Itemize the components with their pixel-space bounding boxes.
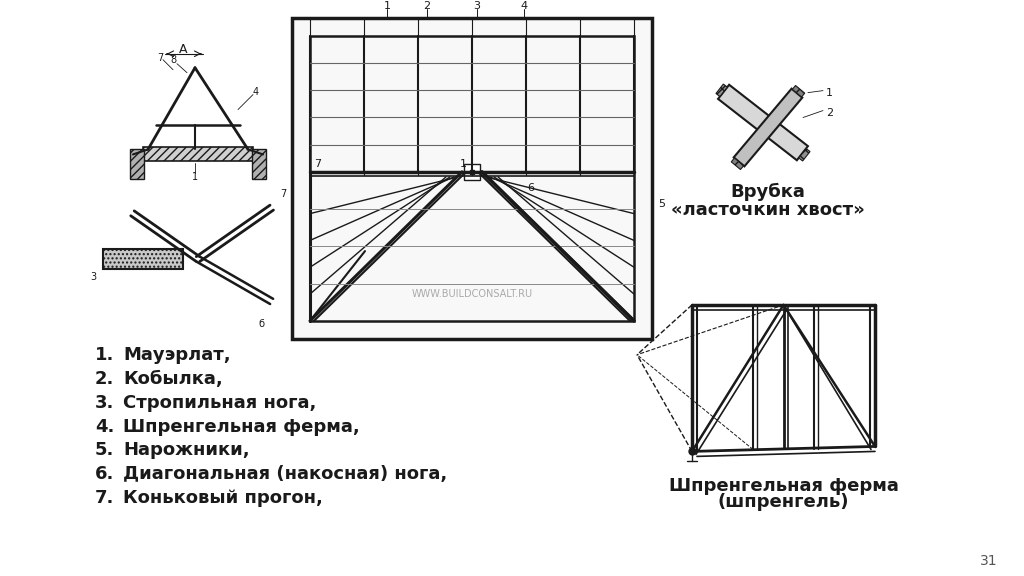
Text: 3: 3 bbox=[90, 272, 96, 282]
Text: 7: 7 bbox=[314, 159, 322, 169]
Text: б: б bbox=[258, 319, 264, 329]
Text: 1: 1 bbox=[384, 1, 390, 11]
Text: 3: 3 bbox=[473, 1, 480, 11]
Text: 8: 8 bbox=[170, 55, 176, 65]
Text: 3.: 3. bbox=[95, 393, 115, 412]
Text: Мауэрлат,: Мауэрлат, bbox=[123, 346, 230, 363]
Text: 31: 31 bbox=[980, 554, 998, 568]
Text: «ласточкин хвост»: «ласточкин хвост» bbox=[671, 201, 865, 219]
Text: 2.: 2. bbox=[95, 370, 115, 388]
Polygon shape bbox=[716, 84, 727, 97]
Text: Диагональная (накосная) нога,: Диагональная (накосная) нога, bbox=[123, 465, 447, 483]
Text: 4: 4 bbox=[253, 86, 259, 97]
Text: 5.: 5. bbox=[95, 441, 115, 460]
Text: Нарожники,: Нарожники, bbox=[123, 441, 250, 460]
Polygon shape bbox=[731, 158, 743, 169]
Bar bbox=[130, 149, 144, 179]
Text: 5: 5 bbox=[658, 199, 665, 209]
Bar bbox=[464, 164, 480, 180]
Text: A: A bbox=[179, 43, 187, 56]
Text: 1: 1 bbox=[460, 159, 467, 169]
Bar bbox=[292, 18, 652, 339]
Text: Шпренгельная ферма: Шпренгельная ферма bbox=[669, 478, 898, 495]
Text: WWW.BUILDCONSALT.RU: WWW.BUILDCONSALT.RU bbox=[412, 289, 532, 299]
Polygon shape bbox=[793, 85, 805, 97]
Text: 6.: 6. bbox=[95, 465, 115, 483]
Bar bbox=[310, 36, 634, 321]
Text: 1: 1 bbox=[191, 172, 198, 183]
Text: 1: 1 bbox=[826, 88, 833, 97]
Text: 7: 7 bbox=[280, 190, 287, 199]
Polygon shape bbox=[718, 85, 808, 160]
Text: Кобылка,: Кобылка, bbox=[123, 370, 223, 388]
Polygon shape bbox=[734, 89, 802, 166]
Bar bbox=[103, 249, 183, 269]
Text: 4.: 4. bbox=[95, 418, 115, 435]
Text: (шпренгель): (шпренгель) bbox=[718, 493, 849, 511]
Bar bbox=[143, 147, 253, 161]
Text: Стропильная нога,: Стропильная нога, bbox=[123, 393, 316, 412]
Text: 7.: 7. bbox=[95, 489, 115, 507]
Text: 7: 7 bbox=[157, 53, 163, 63]
Bar bbox=[252, 149, 266, 179]
Bar bbox=[103, 249, 183, 269]
Polygon shape bbox=[799, 149, 810, 161]
Text: Врубка: Врубка bbox=[730, 183, 806, 202]
Text: Шпренгельная ферма,: Шпренгельная ферма, bbox=[123, 418, 359, 435]
Text: 1.: 1. bbox=[95, 346, 115, 363]
Text: 4: 4 bbox=[520, 1, 527, 11]
Text: 6: 6 bbox=[527, 183, 534, 194]
Text: Коньковый прогон,: Коньковый прогон, bbox=[123, 489, 323, 507]
Text: 2: 2 bbox=[424, 1, 430, 11]
Text: 2: 2 bbox=[826, 108, 834, 118]
